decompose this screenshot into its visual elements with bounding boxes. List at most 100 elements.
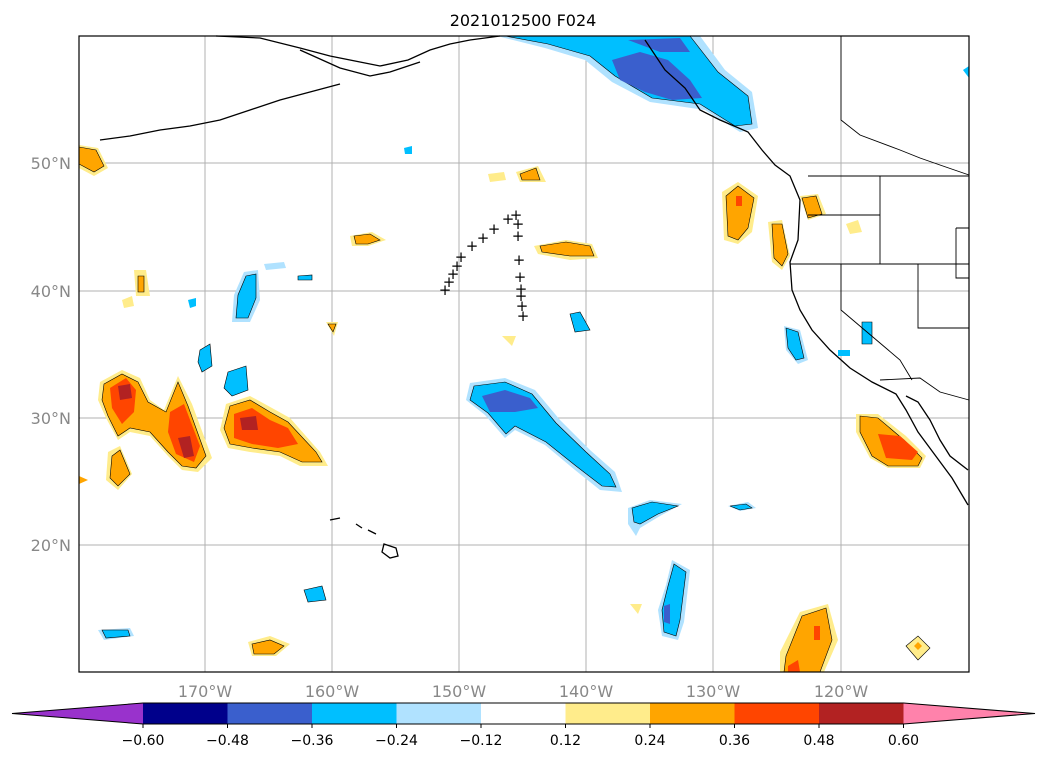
contour-neg-patch-b (223, 365, 249, 397)
border-state-co (955, 227, 969, 279)
plus-marker: + (443, 273, 456, 291)
lat-label-50n: 50°N (31, 154, 71, 173)
plus-marker: + (466, 237, 479, 255)
border-canada-inner (840, 36, 970, 176)
colorbar-tick-label: 0.48 (803, 733, 834, 749)
colorbar-segment (312, 703, 397, 724)
colorbar-tick-label: −0.48 (206, 733, 249, 749)
lon-label-170w: 170°W (178, 682, 233, 701)
lon-label-160w: 160°W (305, 682, 360, 701)
contour-neg-patch-c (197, 343, 213, 373)
lon-axis-labels: 170°W 160°W 150°W 140°W 130°W 120°W (178, 682, 869, 701)
colorbar-tick-label: 0.36 (719, 733, 750, 749)
contour-neg-patch-q (963, 66, 969, 78)
contour-neg-patch-e (264, 262, 286, 270)
contour-pos-dark-west-a (118, 384, 132, 400)
plus-marker: + (451, 257, 464, 275)
border-state-ut-az (917, 264, 969, 329)
contour-pos-red-t (788, 660, 800, 672)
coastline-alaska-peninsula (299, 49, 421, 77)
contour-neg-patch-l-inner (101, 629, 131, 639)
contour-pos-orange-c (109, 449, 131, 487)
plus-marker: + (512, 227, 525, 245)
border-state-ca-nv (840, 264, 913, 381)
plus-marker: + (455, 248, 468, 266)
contour-pos-orange-e (137, 275, 145, 293)
contour-pos-orange-o (725, 185, 755, 241)
colorbar-segment (565, 703, 651, 724)
contour-pos-edge-a (79, 476, 88, 484)
plus-marker: + (515, 287, 528, 305)
contour-neg-patch-k-core (664, 604, 670, 624)
plus-marker: + (517, 307, 530, 325)
colorbar-tick-label: 0.24 (634, 733, 665, 749)
colorbar-tick-label: −0.36 (291, 733, 334, 749)
colorbar-segment (396, 703, 482, 724)
contour-pos-red-s (878, 434, 918, 460)
contour-pos-light-r (846, 220, 862, 234)
contour-pos-orange-n (251, 639, 285, 655)
colorbar-tick-label: −0.60 (122, 733, 165, 749)
coastline-baja-gulf (905, 395, 969, 471)
contour-pos-light-l (502, 336, 516, 346)
figure-title: 2021012500 F024 (450, 11, 597, 30)
contour-fields (78, 35, 969, 673)
colorbar-extend-max (903, 703, 1035, 724)
border-us-mexico (879, 377, 970, 401)
contour-neg-patch-f (297, 274, 313, 281)
contour-neg-patch-j-inner (729, 503, 753, 511)
plus-marker: + (513, 251, 526, 269)
contour-pos-orange-g (327, 323, 337, 333)
plus-marker: + (502, 210, 515, 228)
contour-neg-blue-alaska (612, 52, 702, 100)
map-frame (78, 35, 970, 673)
lat-label-20n: 20°N (31, 536, 71, 555)
lat-axis-labels: 50°N 40°N 30°N 20°N (31, 154, 71, 555)
lat-label-30n: 30°N (31, 409, 71, 428)
contour-pos-orange-u (914, 642, 922, 650)
plus-marker: + (447, 265, 460, 283)
contour-pos-orange-k (539, 241, 595, 257)
plus-marker: + (510, 206, 523, 224)
contour-neg-patch-p (838, 350, 850, 356)
contour-neg-blue-central (482, 390, 538, 412)
lon-label-150w: 150°W (432, 682, 487, 701)
contour-pos-light-f (122, 296, 134, 308)
colorbar-extend-min (12, 703, 143, 724)
contour-pos-orange-q (801, 195, 823, 219)
plus-markers: ++++++++++++++++++ (439, 206, 530, 325)
plus-marker: + (514, 268, 527, 286)
plus-marker: + (477, 229, 490, 247)
contour-neg-blue-alaska-north (628, 38, 690, 52)
contour-neg-patch-m (303, 585, 327, 603)
colorbar-segment (819, 703, 904, 724)
plus-marker: + (488, 220, 501, 238)
contour-neg-patch-i-inner (631, 501, 680, 525)
colorbar-segment (734, 703, 820, 724)
contour-pos-dark-west-b (178, 436, 194, 458)
contour-neg-patch-h (569, 311, 591, 333)
contour-neg-patch-a-inner (235, 273, 257, 319)
contour-neg-patch-d (188, 298, 196, 308)
map-background (79, 36, 969, 672)
colorbar-segment (227, 703, 313, 724)
colorbar: −0.60 −0.48 −0.36 −0.24 −0.12 0.12 0.24 0.36 0.4… (11, 702, 1036, 749)
coastline-aleutians (99, 83, 341, 141)
contour-neg-patch-o (861, 321, 873, 345)
colorbar-tick-label: 0.12 (550, 733, 581, 749)
coastline-north-america (644, 39, 969, 506)
contour-pos-red-t2 (814, 626, 820, 640)
plus-marker: + (516, 297, 529, 315)
colorbar-segment (650, 703, 735, 724)
lat-label-40n: 40°N (31, 282, 71, 301)
colorbar-segment (481, 703, 566, 724)
coastline-hawaii (329, 517, 399, 559)
plus-marker: + (512, 215, 525, 233)
coastline-alaska-south (215, 35, 501, 67)
colorbar-tick-label: 0.60 (888, 733, 919, 749)
plus-marker: + (515, 280, 528, 298)
map-panel: ++++++++++++++++++ (78, 35, 970, 673)
plus-marker: + (439, 281, 452, 299)
contour-neg-patch-g (404, 146, 412, 154)
